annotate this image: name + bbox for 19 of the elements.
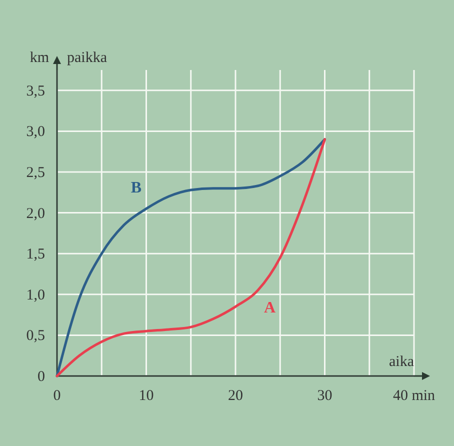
- text: km: [30, 50, 50, 66]
- y-tick-label: 0: [38, 369, 45, 385]
- x-tick-label: 30: [317, 388, 332, 404]
- x-tick-label: 20: [228, 388, 243, 404]
- x-tick-label: 0: [53, 388, 61, 404]
- x-tick-label: 10: [138, 388, 154, 404]
- y-tick-label: 1,5: [26, 246, 45, 263]
- y-tick-label: 2,5: [26, 165, 45, 181]
- y-tick-label: 2,0: [26, 206, 45, 222]
- y-tick-label: 1,0: [26, 287, 45, 304]
- y-tick-label: 3,0: [26, 124, 45, 140]
- line-series: [56, 138, 326, 378]
- x-tick-label: 40 min: [392, 388, 436, 404]
- series-label: A: [264, 299, 276, 316]
- y-axis-title: paikka: [67, 50, 108, 66]
- x-axis-title: aika: [389, 354, 414, 370]
- y-tick-label: 0,5: [26, 328, 45, 344]
- y-tick-label: 3,5: [26, 83, 45, 100]
- series-label: B: [130, 180, 142, 197]
